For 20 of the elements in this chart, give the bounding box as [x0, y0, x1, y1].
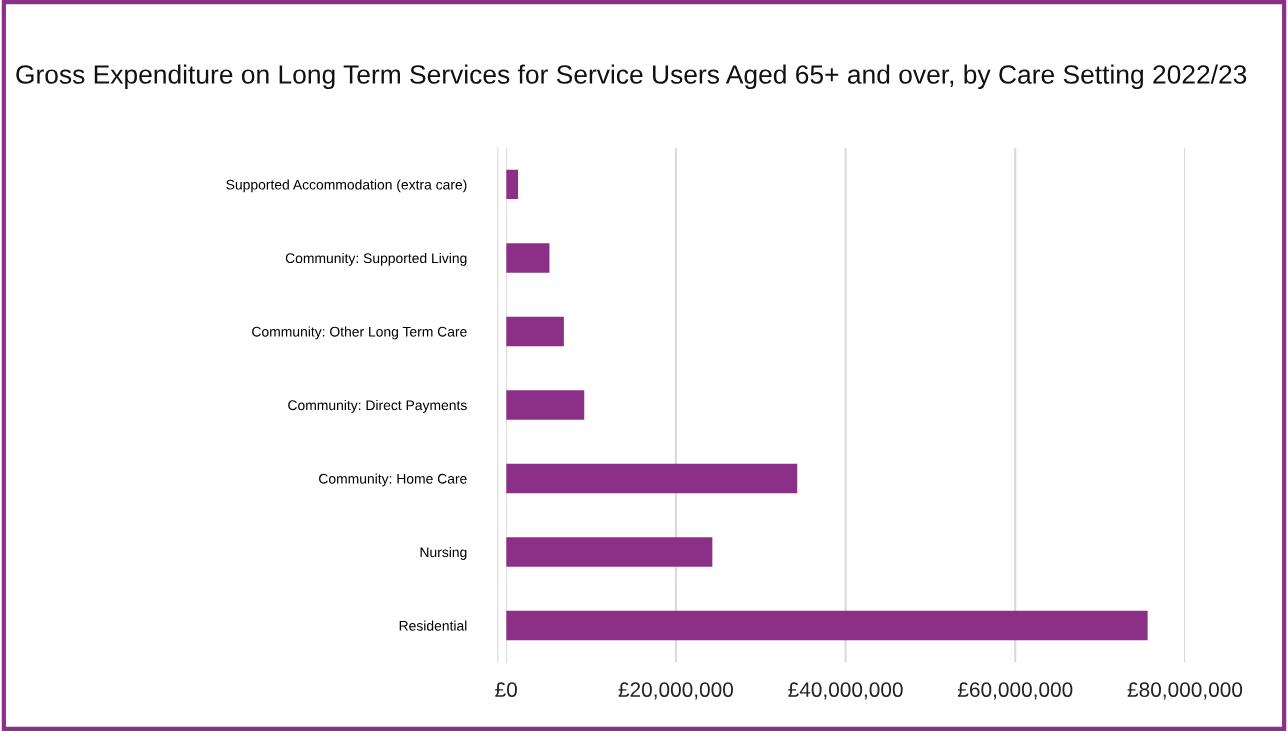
bar — [506, 169, 519, 200]
x-tick-label: £0 — [495, 682, 517, 698]
x-tick-label: £60,000,000 — [957, 682, 1073, 700]
x-tick-label: £20,000,000 — [618, 682, 733, 700]
y-tick-label: Community: Home Care — [319, 473, 467, 487]
bar — [506, 537, 713, 567]
y-tick-label: Nursing — [420, 546, 467, 560]
x-tick-label: £40,000,000 — [788, 682, 903, 700]
bar — [506, 390, 585, 420]
bar — [506, 463, 798, 494]
y-tick-label: Supported Accommodation (extra care) — [226, 179, 467, 193]
y-tick-label: Community: Direct Payments — [288, 399, 467, 413]
y-tick-label: Residential — [399, 620, 467, 631]
bar — [506, 316, 564, 347]
y-tick-label: Community: Supported Living — [285, 252, 467, 266]
chart-title: Gross Expenditure on Long Term Services for Service Users Aged 65+ and over, by Care Setting 2022/23 — [16, 64, 1247, 90]
bar — [506, 243, 550, 273]
x-tick-label: £80,000,000 — [1127, 682, 1243, 700]
y-tick-label: Community: Other Long Term Care — [252, 326, 467, 340]
bar — [506, 610, 1148, 641]
